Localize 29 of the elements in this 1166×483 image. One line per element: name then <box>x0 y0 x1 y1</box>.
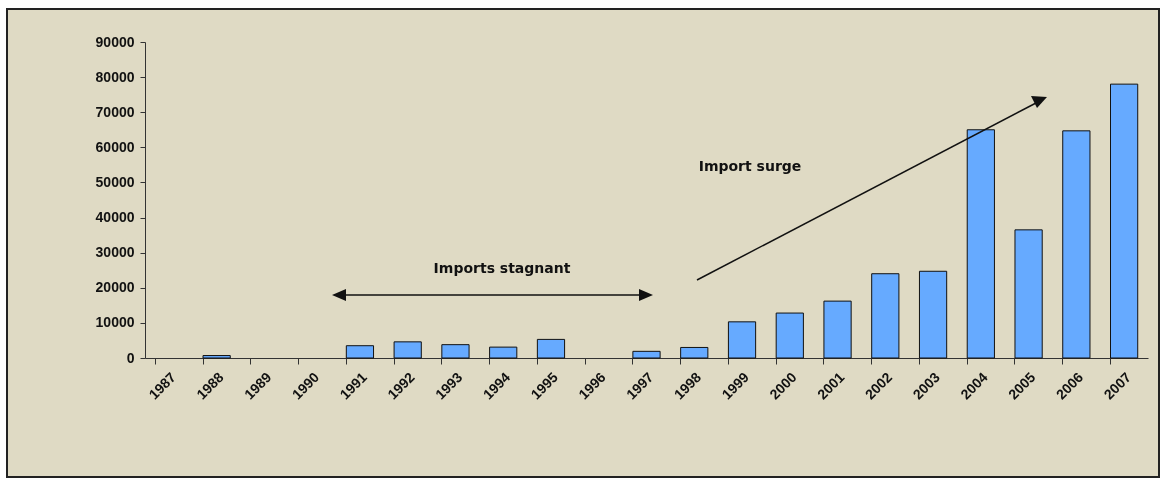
bar <box>918 270 948 359</box>
bar <box>536 338 566 359</box>
y-tick-label: 40000 <box>95 209 135 226</box>
bar <box>1062 130 1091 359</box>
y-tick-label: 70000 <box>95 103 135 120</box>
bar <box>202 355 231 359</box>
bar <box>345 345 375 359</box>
bar <box>393 341 422 359</box>
y-tick-label: 0 <box>126 349 135 366</box>
bar <box>1014 229 1043 359</box>
y-tick-label: 80000 <box>95 68 135 85</box>
annotation: Import surge <box>698 158 802 174</box>
bar <box>680 346 709 359</box>
y-tick-label: 20000 <box>95 279 135 296</box>
bar <box>966 129 995 359</box>
annotation: Imports stagnant <box>433 260 571 276</box>
y-tick-label: 30000 <box>95 244 135 261</box>
bar <box>441 344 470 359</box>
y-tick-label: 50000 <box>95 173 135 190</box>
y-tick-label: 90000 <box>95 33 135 50</box>
y-tick-label: 10000 <box>95 314 135 331</box>
bar <box>1110 83 1139 359</box>
bar <box>871 273 900 359</box>
y-tick-label: 60000 <box>95 138 135 155</box>
bar <box>775 312 804 359</box>
bar <box>632 350 661 359</box>
bar <box>727 321 757 359</box>
bar <box>489 346 518 359</box>
bar <box>823 300 852 359</box>
